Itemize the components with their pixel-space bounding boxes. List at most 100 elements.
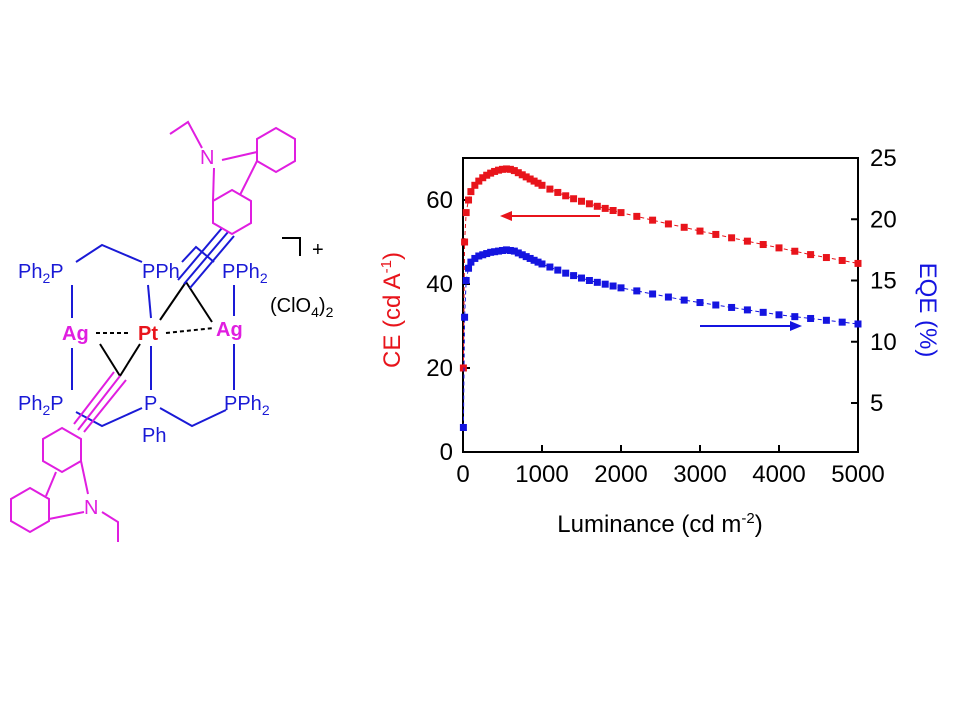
atom-label: PPh xyxy=(142,261,180,283)
data-point xyxy=(854,320,862,328)
data-point xyxy=(554,188,562,196)
data-point xyxy=(609,207,617,214)
y-tick-label: 40 xyxy=(426,271,453,298)
counterion: (ClO4)2 xyxy=(270,295,334,320)
atom-label: PPh2 xyxy=(224,393,270,418)
atom-label: Ag xyxy=(216,319,243,341)
x-tick-label: 3000 xyxy=(673,461,726,488)
x-tick-label: 0 xyxy=(456,461,469,488)
data-point xyxy=(467,188,475,196)
data-point xyxy=(585,277,593,284)
data-point xyxy=(593,202,601,210)
x-axis-label: Luminance (cd m-2) xyxy=(557,510,762,538)
data-point xyxy=(526,254,534,262)
y2-tick-label: 10 xyxy=(870,329,897,356)
data-point xyxy=(491,248,499,256)
plot-frame xyxy=(462,157,859,453)
data-point xyxy=(712,230,720,238)
data-point xyxy=(465,264,473,272)
data-point xyxy=(791,313,799,321)
data-point xyxy=(775,311,783,319)
data-point xyxy=(514,249,522,257)
atom-label: N xyxy=(200,147,214,169)
data-point xyxy=(495,247,503,255)
atom-label: N xyxy=(84,497,98,519)
data-point xyxy=(465,196,473,204)
data-point xyxy=(601,280,609,288)
data-point xyxy=(499,246,506,254)
alkyne-bottom xyxy=(73,371,127,433)
data-point xyxy=(530,177,538,185)
data-point xyxy=(570,272,578,280)
data-point xyxy=(578,274,585,282)
data-point xyxy=(593,278,601,286)
data-point xyxy=(461,238,469,246)
data-point xyxy=(483,171,491,179)
data-point xyxy=(471,254,479,262)
series-line xyxy=(462,249,859,428)
data-point xyxy=(479,174,487,182)
atom-label: PPh2 xyxy=(222,261,268,286)
data-point xyxy=(633,212,641,220)
data-point xyxy=(467,258,475,266)
atom-label: Pt xyxy=(138,323,158,345)
data-point xyxy=(609,282,617,290)
data-point xyxy=(664,293,672,301)
atom-label: Ph2P xyxy=(18,261,64,286)
data-point xyxy=(530,256,538,264)
data-point xyxy=(562,269,570,277)
data-point xyxy=(664,220,672,228)
data-point xyxy=(471,181,479,189)
data-point xyxy=(491,167,499,175)
data-point xyxy=(483,250,491,258)
data-point xyxy=(743,306,751,314)
data-point xyxy=(499,165,506,173)
data-point xyxy=(534,258,542,266)
framework-bonds xyxy=(71,243,235,428)
x-tick-label: 2000 xyxy=(594,461,647,488)
data-point xyxy=(570,195,578,203)
data-point xyxy=(680,223,688,231)
data-point xyxy=(696,227,704,235)
data-point xyxy=(538,181,546,189)
data-point xyxy=(522,253,530,261)
metal-bonds xyxy=(96,237,301,377)
data-point xyxy=(617,284,625,292)
data-point xyxy=(526,175,534,183)
y2-tick-label: 25 xyxy=(870,145,897,172)
data-point xyxy=(534,179,542,187)
data-point xyxy=(649,216,657,224)
data-point xyxy=(585,200,593,208)
data-point xyxy=(495,166,503,174)
data-point xyxy=(461,313,469,321)
data-point xyxy=(578,197,585,205)
data-point xyxy=(479,251,487,259)
data-point xyxy=(475,252,483,260)
data-point xyxy=(546,263,554,271)
data-point xyxy=(601,204,609,212)
data-point xyxy=(462,209,470,217)
data-point xyxy=(854,259,862,267)
carbazole-rings xyxy=(10,120,296,542)
atom-label: Ph2P xyxy=(18,393,64,418)
data-point xyxy=(522,173,530,181)
alkyne-top xyxy=(177,227,235,289)
atom-label: Ph xyxy=(142,425,166,447)
data-point xyxy=(502,165,510,173)
data-point xyxy=(462,277,470,284)
molecule xyxy=(10,120,301,542)
data-point xyxy=(633,287,641,295)
x-tick-label: 1000 xyxy=(515,461,568,488)
data-point xyxy=(506,246,514,254)
atom-label: P xyxy=(144,393,157,415)
y-tick-label: 0 xyxy=(440,439,453,466)
data-point xyxy=(510,247,518,255)
x-tick-label: 4000 xyxy=(752,461,805,488)
data-point xyxy=(838,256,846,264)
data-point xyxy=(791,247,799,255)
data-point xyxy=(807,251,815,259)
data-point xyxy=(617,209,625,217)
y2-tick-label: 5 xyxy=(870,390,883,417)
series-line xyxy=(462,168,859,369)
data-point xyxy=(514,169,522,177)
